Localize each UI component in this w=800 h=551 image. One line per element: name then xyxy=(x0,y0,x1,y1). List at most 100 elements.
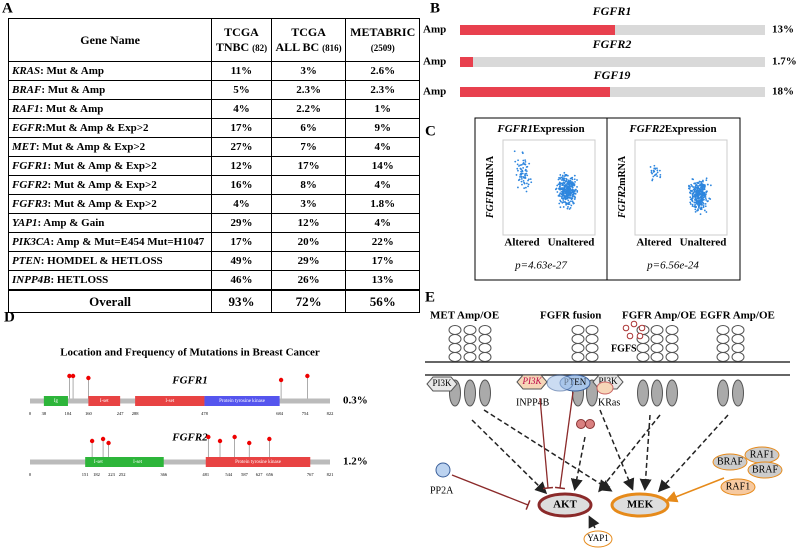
receptor-domain xyxy=(731,334,745,344)
overall-label: Overall xyxy=(7,289,213,313)
header-row: Gene Name TCGA TNBC (82) TCGA ALL BC (816) ME… xyxy=(7,18,420,62)
domain-name: Protein tyrosine kinase xyxy=(235,460,282,465)
dot xyxy=(700,180,702,183)
dot xyxy=(520,178,523,180)
panel-label: E xyxy=(425,289,435,305)
dot xyxy=(694,206,697,209)
dot xyxy=(563,171,566,174)
dot xyxy=(702,186,705,188)
node-label: RAF1 xyxy=(750,449,774,460)
dot xyxy=(566,192,569,194)
alteration: : Mut & Amp xyxy=(41,84,106,96)
dot xyxy=(519,175,521,178)
position-label: 38 xyxy=(42,411,47,416)
pathway-arrow xyxy=(639,414,652,491)
dot xyxy=(699,199,702,202)
inhibition-bar xyxy=(554,486,566,490)
alteration: : Mut & Amp & Exp>2 xyxy=(47,198,157,210)
frequency-cell: 3% xyxy=(270,61,347,81)
dot xyxy=(708,197,711,200)
table-row: YAP1: Amp & Gain 29% 12% 4% xyxy=(7,213,420,233)
dot xyxy=(700,188,703,191)
dot xyxy=(520,172,523,175)
node-label: MEK xyxy=(627,499,654,511)
dot xyxy=(566,207,569,210)
plot-title-part: FGFR1 xyxy=(496,123,532,135)
dot xyxy=(695,201,698,204)
dot xyxy=(562,201,565,203)
node-label: KRas xyxy=(598,397,620,408)
dot xyxy=(562,178,565,180)
alteration: : Mut & Amp & Exp>2 xyxy=(47,179,157,191)
dot xyxy=(698,180,701,183)
frequency-cell: 2.2% xyxy=(270,99,347,119)
lollipop-head xyxy=(106,440,111,446)
dot xyxy=(693,201,696,204)
lollipop-head xyxy=(232,434,237,440)
node-label: YAP1 xyxy=(587,533,609,543)
domain xyxy=(204,396,280,406)
alteration: : HOMDEL & HETLOSS xyxy=(40,255,163,267)
column-header: METABRIC (2509) xyxy=(345,18,420,62)
dot xyxy=(698,197,700,200)
node-label: PI3K xyxy=(432,378,452,388)
receptor-domain xyxy=(463,325,477,335)
dot xyxy=(694,210,697,213)
receptor-domain xyxy=(731,325,745,335)
receptor-domain xyxy=(650,343,664,353)
dot xyxy=(520,176,523,179)
dot xyxy=(517,169,519,172)
dot xyxy=(570,204,573,207)
frequency-cell: 11% xyxy=(211,61,272,81)
dot xyxy=(566,174,569,177)
dot xyxy=(568,197,570,199)
table-row: INPP4B: HETLOSS 46% 26% 13% xyxy=(7,270,420,291)
dot xyxy=(568,192,570,195)
dot xyxy=(559,195,561,198)
ligand xyxy=(622,324,630,332)
dot xyxy=(700,203,703,206)
dot xyxy=(565,194,568,197)
dot xyxy=(523,176,525,179)
dot xyxy=(694,194,697,197)
receptor-domain xyxy=(585,325,599,335)
column-subname: TNBC xyxy=(215,40,250,54)
alteration-label: Amp xyxy=(423,86,446,98)
dot xyxy=(565,173,568,176)
column-header: Gene Name xyxy=(7,18,213,62)
dot xyxy=(567,194,570,197)
y-axis-label-part: FGFR1 xyxy=(485,186,496,219)
akt-shape xyxy=(537,492,593,518)
gene-cell: YAP1: Amp & Gain xyxy=(7,213,213,233)
dot xyxy=(559,182,562,185)
y-axis-label: FGFR2mRNA xyxy=(617,155,628,219)
table-row: PIK3CA: Amp & Mut=E454 Mut=H1047 17% 20% 22… xyxy=(7,232,420,252)
dot xyxy=(524,163,527,166)
fusion-partner xyxy=(576,419,586,429)
dot xyxy=(700,208,703,211)
position-label: 587 xyxy=(241,472,249,477)
dot xyxy=(705,199,708,201)
altered-samples xyxy=(460,87,610,97)
gene-name: INPP4B xyxy=(12,274,51,286)
column-count: (816) xyxy=(322,43,342,53)
pathway-arrow xyxy=(657,414,729,493)
table-row: BRAF: Mut & Amp 5% 2.3% 2.3% xyxy=(7,80,420,100)
dot xyxy=(528,162,531,165)
mutation-frequency: 1.2% xyxy=(343,456,368,468)
dot xyxy=(576,186,578,188)
dot xyxy=(562,193,565,196)
dot xyxy=(568,183,570,186)
inhibition-line xyxy=(451,474,529,506)
inhibition-line xyxy=(539,397,549,489)
receptor-domain xyxy=(731,343,745,353)
domain-name: I-set xyxy=(100,399,109,404)
dot xyxy=(651,178,654,181)
dot xyxy=(654,167,657,170)
dot xyxy=(556,184,559,187)
table-row: PTEN: HOMDEL & HETLOSS 49% 29% 17% xyxy=(7,251,420,271)
dot xyxy=(520,180,523,183)
receptor-domain xyxy=(665,325,679,335)
dot xyxy=(700,202,703,205)
dot xyxy=(563,184,566,187)
